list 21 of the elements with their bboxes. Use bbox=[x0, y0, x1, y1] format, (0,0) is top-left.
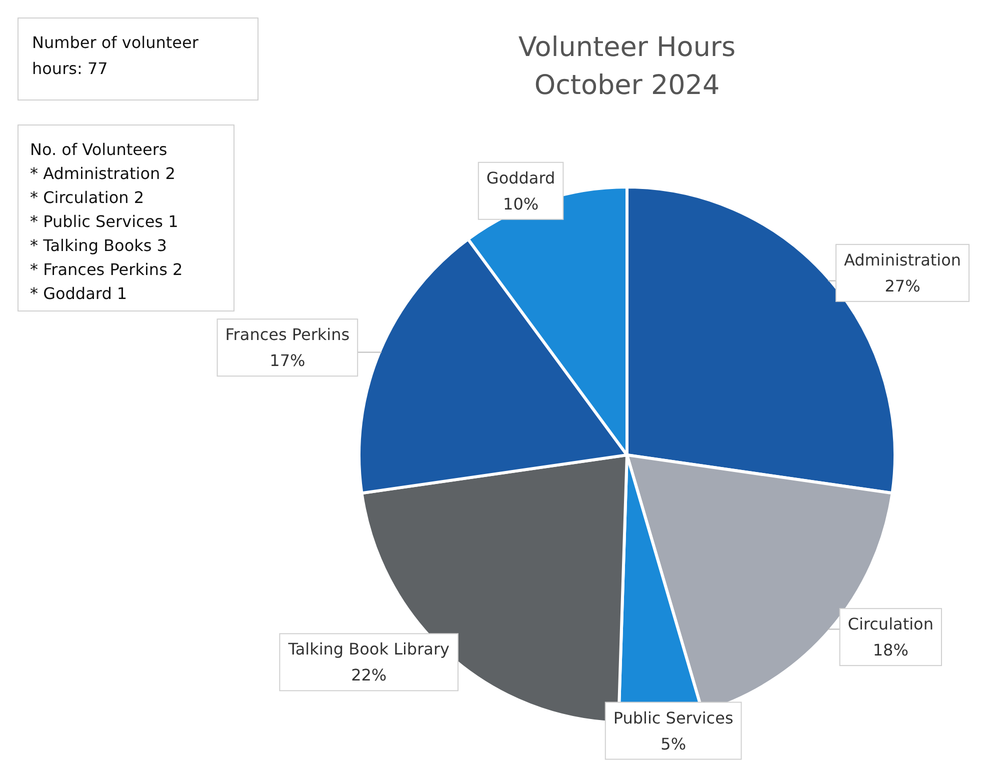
slice-label: Circulation bbox=[848, 614, 934, 634]
data-label: 22% bbox=[351, 666, 387, 685]
slice-label: Frances Perkins bbox=[225, 325, 350, 344]
slice-label: Administration bbox=[844, 250, 962, 270]
text: Number of volunteer hours: 77 bbox=[32, 33, 199, 78]
text: * Frances Perkins 2 bbox=[30, 260, 183, 279]
text: * Public Services 1 bbox=[30, 212, 178, 231]
data-label: 17% bbox=[270, 351, 306, 370]
text: * Circulation 2 bbox=[30, 188, 144, 207]
text: * Talking Books 3 bbox=[30, 236, 167, 255]
data-label: 10% bbox=[503, 194, 539, 214]
text: * Goddard 1 bbox=[30, 284, 128, 303]
text: No. of Volunteers bbox=[30, 140, 168, 159]
slice-label: Public Services bbox=[613, 708, 734, 728]
data-label: 5% bbox=[660, 734, 686, 754]
data-label: 27% bbox=[884, 276, 920, 296]
chart-title: Volunteer Hours October 2024 bbox=[518, 32, 736, 101]
slice-label: Goddard bbox=[486, 168, 556, 188]
slice-label: Talking Book Library bbox=[287, 640, 450, 659]
data-label: 18% bbox=[872, 640, 908, 660]
text: * Administration 2 bbox=[30, 164, 176, 183]
